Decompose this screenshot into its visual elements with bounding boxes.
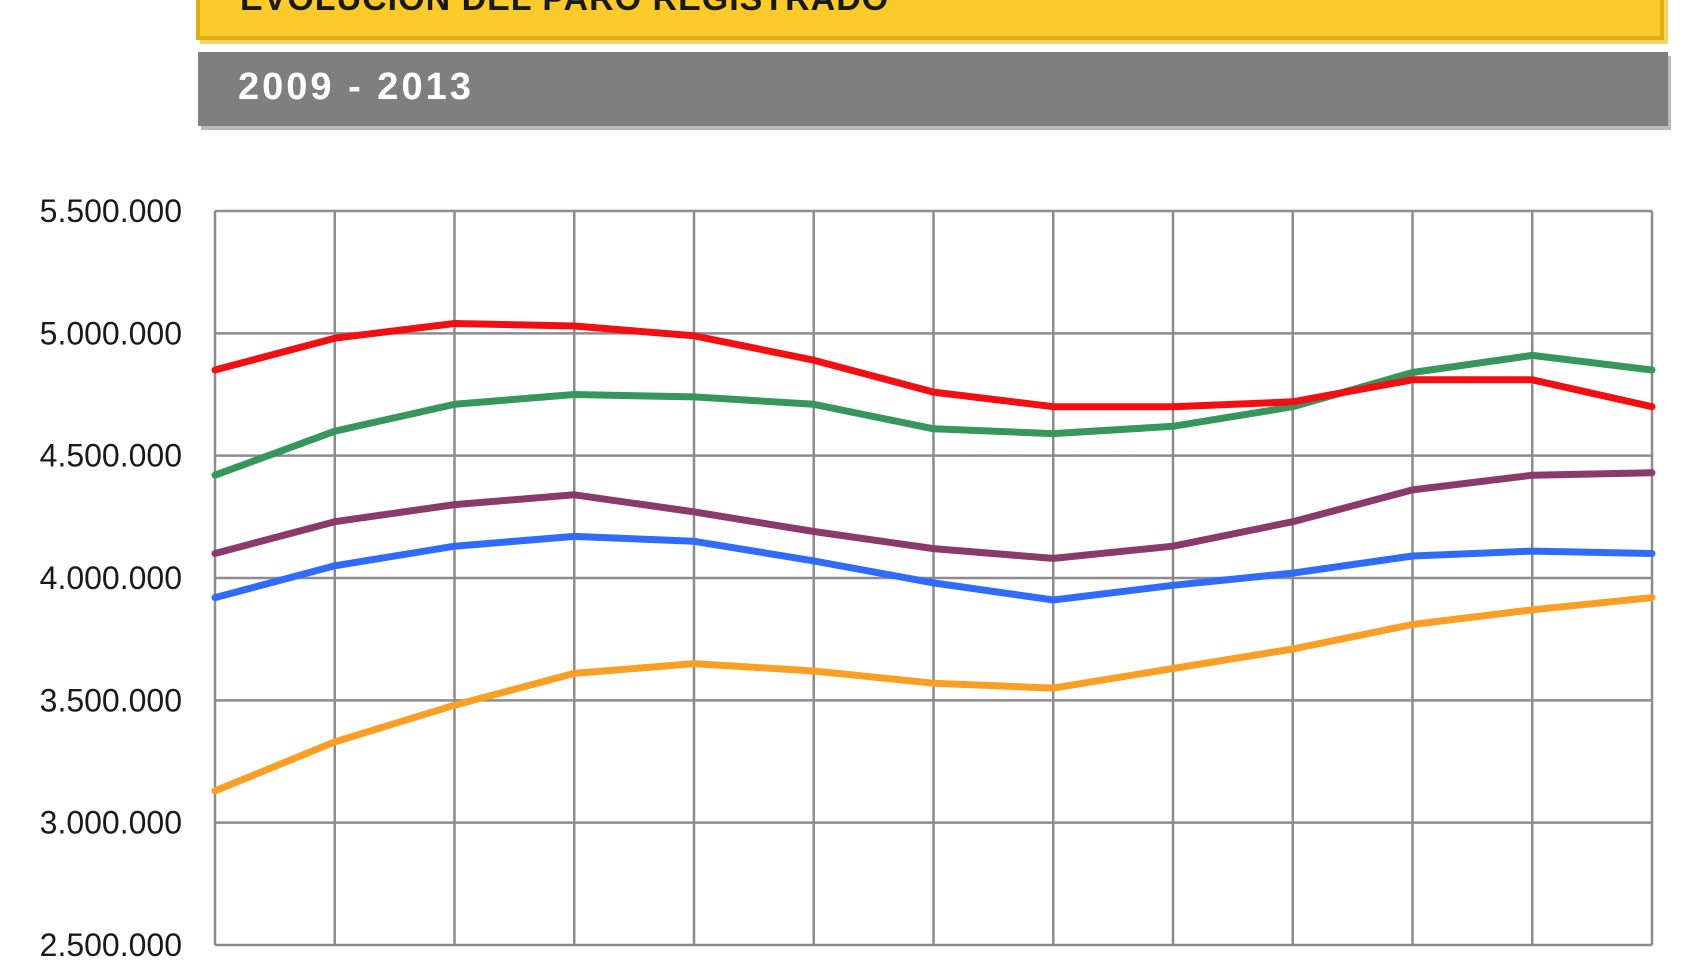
series-line-2	[211, 469, 1656, 562]
series-line-3	[211, 351, 1656, 479]
y-axis-ticks: 2.500.000 3.000.000 3.500.000 4.000.000 4.50…	[40, 193, 182, 960]
y-tick-label: 4.000.000	[40, 560, 182, 596]
y-tick-label: 5.000.000	[40, 315, 182, 351]
grid	[213, 209, 1654, 947]
y-tick-label: 4.500.000	[40, 438, 182, 474]
series-lines	[211, 320, 1656, 795]
series-line-1	[211, 532, 1656, 604]
y-tick-label: 3.500.000	[40, 682, 182, 718]
y-tick-label: 2.500.000	[40, 927, 182, 960]
series-line-0	[211, 594, 1656, 795]
chart-subtitle: 2009 - 2013	[238, 66, 474, 108]
y-tick-label: 3.000.000	[40, 805, 182, 841]
title-banner: EVOLUCIÓN DEL PARO REGISTRADO	[196, 0, 1664, 40]
y-tick-label: 5.500.000	[40, 193, 182, 229]
subtitle-bar: 2009 - 2013	[198, 52, 1668, 126]
chart-title: EVOLUCIÓN DEL PARO REGISTRADO	[240, 0, 889, 19]
series-line-4	[211, 320, 1656, 411]
